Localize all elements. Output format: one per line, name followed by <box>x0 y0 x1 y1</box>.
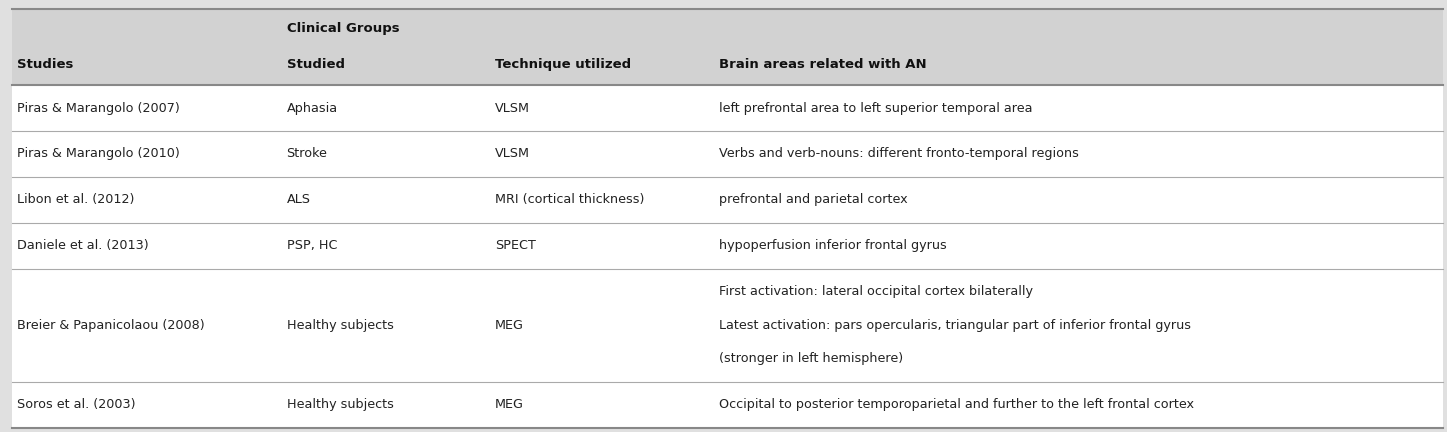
Text: PSP, HC: PSP, HC <box>287 239 337 252</box>
Text: Healthy subjects: Healthy subjects <box>287 319 394 332</box>
FancyBboxPatch shape <box>12 9 1443 85</box>
Text: First activation: lateral occipital cortex bilaterally: First activation: lateral occipital cort… <box>719 285 1033 298</box>
Text: Piras & Marangolo (2010): Piras & Marangolo (2010) <box>17 147 179 160</box>
Text: Technique utilized: Technique utilized <box>495 58 631 71</box>
Text: Studies: Studies <box>17 58 74 71</box>
Text: Latest activation: pars opercularis, triangular part of inferior frontal gyrus: Latest activation: pars opercularis, tri… <box>719 319 1191 332</box>
Text: Soros et al. (2003): Soros et al. (2003) <box>17 398 136 411</box>
Text: Piras & Marangolo (2007): Piras & Marangolo (2007) <box>17 102 179 114</box>
Text: MEG: MEG <box>495 319 524 332</box>
Text: Libon et al. (2012): Libon et al. (2012) <box>17 193 135 206</box>
Text: Occipital to posterior temporoparietal and further to the left frontal cortex: Occipital to posterior temporoparietal a… <box>719 398 1194 411</box>
Text: left prefrontal area to left superior temporal area: left prefrontal area to left superior te… <box>719 102 1033 114</box>
Text: MEG: MEG <box>495 398 524 411</box>
Text: Stroke: Stroke <box>287 147 327 160</box>
Text: Aphasia: Aphasia <box>287 102 337 114</box>
Text: MRI (cortical thickness): MRI (cortical thickness) <box>495 193 644 206</box>
Text: VLSM: VLSM <box>495 147 530 160</box>
FancyBboxPatch shape <box>12 131 1443 177</box>
Text: SPECT: SPECT <box>495 239 535 252</box>
FancyBboxPatch shape <box>12 382 1443 428</box>
FancyBboxPatch shape <box>12 223 1443 269</box>
Text: Healthy subjects: Healthy subjects <box>287 398 394 411</box>
Text: Brain areas related with AN: Brain areas related with AN <box>719 58 926 71</box>
Text: VLSM: VLSM <box>495 102 530 114</box>
Text: Daniele et al. (2013): Daniele et al. (2013) <box>17 239 149 252</box>
Text: Studied: Studied <box>287 58 344 71</box>
Text: Verbs and verb-nouns: different fronto-temporal regions: Verbs and verb-nouns: different fronto-t… <box>719 147 1079 160</box>
Text: prefrontal and parietal cortex: prefrontal and parietal cortex <box>719 193 907 206</box>
Text: hypoperfusion inferior frontal gyrus: hypoperfusion inferior frontal gyrus <box>719 239 946 252</box>
FancyBboxPatch shape <box>12 269 1443 382</box>
FancyBboxPatch shape <box>12 85 1443 131</box>
Text: ALS: ALS <box>287 193 311 206</box>
FancyBboxPatch shape <box>12 177 1443 223</box>
Text: (stronger in left hemisphere): (stronger in left hemisphere) <box>719 353 903 365</box>
Text: Breier & Papanicolaou (2008): Breier & Papanicolaou (2008) <box>17 319 205 332</box>
Text: Clinical Groups: Clinical Groups <box>287 22 399 35</box>
